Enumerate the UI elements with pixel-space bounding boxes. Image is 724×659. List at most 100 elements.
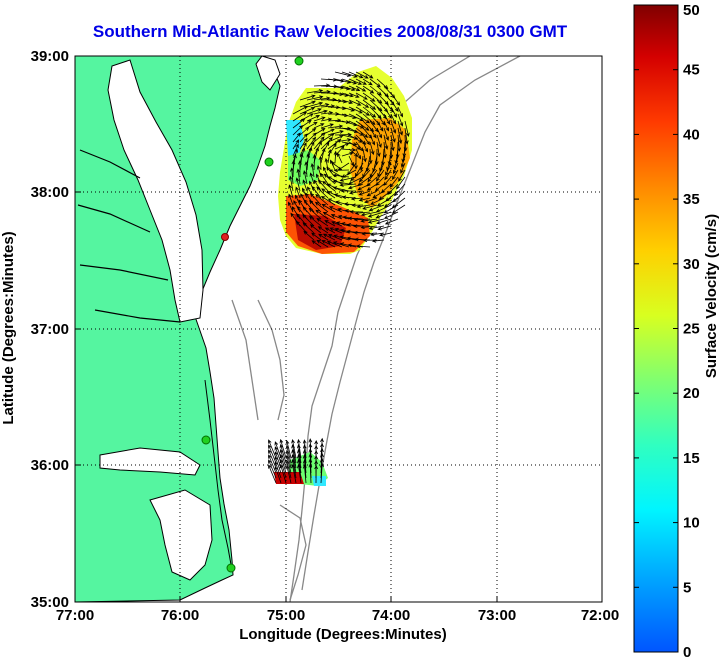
velocity-arrow [362, 141, 368, 153]
velocity-arrow [341, 85, 356, 91]
velocity-arrow [385, 162, 392, 176]
colorbar-tick-label: 20 [683, 385, 700, 402]
velocity-arrow [375, 211, 392, 219]
x-axis-label: Longitude (Degrees:Minutes) [239, 626, 447, 643]
velocity-arrow [292, 139, 300, 150]
velocity-patch-south-cyan [312, 476, 326, 486]
velocity-arrow [291, 453, 297, 474]
velocity-arrow [383, 176, 392, 186]
velocity-arrow [339, 183, 357, 187]
velocity-arrow [302, 449, 307, 469]
velocity-arrow [320, 462, 324, 484]
y-tick-label: 39:00 [31, 48, 69, 65]
velocity-arrow [378, 190, 392, 201]
velocity-arrow [353, 224, 371, 229]
velocity-arrow [367, 169, 378, 183]
velocity-arrow [305, 192, 315, 206]
velocity-arrow [326, 240, 343, 248]
velocity-arrow [396, 176, 406, 190]
velocity-arrow [330, 214, 343, 220]
velocity-arrow [290, 167, 294, 185]
velocity-arrow [317, 226, 329, 234]
velocity-arrow [304, 161, 309, 178]
y-tick-labels: 39:00 38:00 37:00 36:00 35:00 [31, 48, 69, 611]
velocity-arrow [306, 153, 311, 171]
velocity-arrow [303, 199, 315, 213]
velocity-arrow [355, 113, 371, 124]
velocity-arrow [371, 238, 385, 243]
velocity-arrow [341, 106, 355, 112]
velocity-arrow [375, 176, 385, 186]
velocity-arrow [333, 168, 350, 173]
station-marker [264, 157, 274, 167]
velocity-arrow [291, 443, 297, 464]
velocity-arrow [320, 136, 333, 150]
velocity-arrow [362, 99, 377, 110]
velocity-arrow [341, 99, 354, 105]
velocity-arrow [390, 106, 397, 118]
velocity-arrow [312, 154, 317, 171]
velocity-arrow [379, 232, 392, 237]
velocity-arrow [317, 165, 322, 178]
velocity-arrow [392, 190, 406, 203]
y-tick-label: 35:00 [31, 594, 69, 611]
x-tick-label: 74:00 [372, 607, 410, 624]
colorbar-label: Surface Velocity (cm/s) [703, 214, 720, 378]
velocity-arrow [348, 113, 364, 121]
velocity-arrow [354, 237, 371, 242]
velocity-arrow [322, 233, 336, 241]
velocity-arrow [302, 439, 307, 459]
velocity-arrow [348, 176, 364, 185]
velocity-arrow [291, 463, 297, 484]
velocity-arrow [268, 464, 277, 484]
velocity-arrow [320, 196, 336, 206]
velocity-arrow [324, 220, 336, 227]
velocity-arrow [310, 163, 315, 178]
velocity-arrow [316, 217, 329, 227]
velocity-arrow [274, 461, 282, 479]
velocity-arrow [387, 183, 399, 195]
velocity-arrow [376, 141, 381, 158]
velocity-arrow [313, 116, 326, 122]
velocity-arrow [369, 106, 382, 119]
velocity-arrow [348, 99, 362, 106]
velocity-arrow [383, 120, 389, 132]
velocity-arrow [322, 211, 336, 220]
velocity-arrow [341, 92, 354, 98]
velocity-arrow [321, 188, 336, 199]
velocity-arrow [367, 211, 385, 218]
velocity-arrow [368, 204, 385, 212]
velocity-arrow [335, 200, 350, 206]
colorbar-tick-label: 50 [683, 2, 700, 19]
velocity-arrow [383, 106, 392, 119]
velocity-arrow [333, 150, 338, 164]
velocity-arrow [296, 213, 308, 227]
velocity-arrow [311, 240, 322, 248]
velocity-arrow [362, 92, 376, 102]
velocity-arrow [299, 119, 312, 129]
velocity-arrow [285, 459, 292, 479]
velocity-arrow [362, 204, 378, 210]
velocity-arrow [309, 192, 322, 206]
velocity-arrow [348, 134, 363, 143]
velocity-arrow [292, 132, 301, 143]
x-tick-label: 72:00 [581, 607, 619, 624]
colorbar-tick-label: 40 [683, 126, 700, 143]
velocity-arrow [397, 106, 403, 118]
velocity-arrow [309, 215, 322, 227]
velocity-arrow [341, 169, 357, 178]
x-tick-labels: 77:00 76:00 75:00 74:00 73:00 72:00 [56, 607, 619, 624]
velocity-arrow [320, 123, 334, 129]
velocity-patch-south-red [274, 472, 304, 484]
velocity-arrow [368, 225, 385, 230]
velocity-arrow [314, 201, 329, 213]
velocity-arrow [297, 463, 302, 484]
velocity-arrow [337, 152, 343, 164]
velocity-arrow [314, 465, 319, 484]
velocity-arrow [327, 198, 343, 206]
velocity-arrow [369, 134, 375, 146]
velocity-arrow [303, 230, 315, 241]
velocity-arrow [390, 134, 395, 152]
velocity-arrow [348, 155, 354, 167]
colorbar-tick-label: 5 [683, 579, 691, 596]
